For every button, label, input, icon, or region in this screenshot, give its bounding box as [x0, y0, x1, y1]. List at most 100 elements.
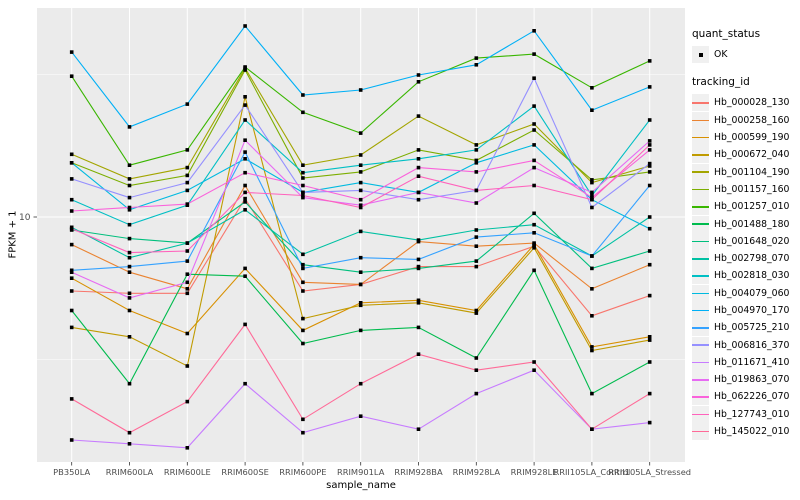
data-point [301, 328, 305, 333]
data-point [127, 264, 132, 269]
data-point [590, 197, 594, 202]
series-color-swatch [692, 206, 709, 208]
data-point [69, 152, 74, 157]
data-point [647, 338, 652, 342]
data-point [474, 158, 479, 163]
data-point [358, 229, 363, 234]
x-tick-label: RRIM928LA [453, 467, 501, 477]
legend-key-box [692, 180, 709, 198]
legend-key-box [692, 353, 709, 371]
data-point [532, 104, 536, 108]
data-point [416, 325, 421, 330]
data-point [647, 85, 652, 89]
data-point [69, 74, 74, 78]
data-point [127, 430, 132, 435]
data-point [590, 254, 594, 258]
legend-item-label: Hb_001157_160 [714, 183, 790, 195]
legend-key-box [692, 302, 709, 319]
data-point [647, 391, 652, 396]
data-point [358, 153, 363, 157]
legend-item-tracking-id: Hb_001648_020 [692, 232, 800, 250]
data-point [474, 368, 479, 372]
legend-item-label: Hb_001488_180 [714, 218, 790, 230]
legend-item-tracking-id: Hb_001104_190 [692, 163, 800, 181]
series-color-swatch [692, 102, 709, 104]
data-point [301, 190, 305, 195]
legend-key-box [692, 319, 709, 337]
legend-item-label: Hb_001104_190 [714, 166, 790, 178]
legend-item-label: Hb_002818_030 [714, 270, 790, 282]
data-point [647, 262, 652, 267]
legend-item-tracking-id: Hb_000672_040 [692, 146, 800, 164]
legend-key-box [692, 388, 709, 406]
data-point [127, 255, 132, 260]
legend-item-tracking-id: Hb_000599_190 [692, 129, 800, 147]
legend-tracking-id-title: tracking_id [692, 76, 750, 89]
x-tick-label: RRIM928BA [394, 467, 443, 477]
data-point [532, 211, 536, 216]
y-tick-label: 10 [19, 213, 31, 223]
data-point [590, 180, 594, 185]
data-point [185, 202, 190, 206]
data-point [301, 289, 305, 293]
data-point [301, 183, 305, 188]
legend-item-label: Hb_127743_010 [714, 408, 790, 420]
data-point [127, 222, 132, 227]
data-point [416, 257, 421, 262]
series-color-swatch [692, 275, 709, 277]
data-point [243, 190, 247, 195]
legend-item-label: Hb_001257_010 [714, 201, 790, 213]
legend-item-label: Hb_011671_410 [714, 356, 790, 368]
data-point [185, 148, 190, 152]
data-point [416, 427, 421, 431]
data-point [127, 250, 132, 255]
data-point [301, 266, 305, 271]
data-point [590, 205, 594, 210]
data-point [358, 170, 363, 174]
data-point [185, 188, 190, 193]
series-color-swatch [692, 413, 709, 416]
data-point [358, 88, 363, 92]
legend-item-tracking-id: Hb_004970_170 [692, 302, 800, 319]
data-point [590, 266, 594, 271]
series-color-swatch [692, 188, 709, 191]
data-point [532, 76, 536, 80]
data-point [301, 163, 305, 167]
data-point [532, 52, 536, 56]
data-point [590, 178, 594, 182]
legend-item-label: Hb_000028_130 [714, 97, 790, 109]
data-point [69, 226, 74, 231]
data-point [590, 345, 594, 349]
data-point [358, 282, 363, 287]
data-point [647, 183, 652, 188]
series-color-swatch [692, 257, 709, 260]
data-point [358, 180, 363, 185]
series-color-swatch [692, 327, 709, 329]
data-point [301, 252, 305, 257]
data-point [127, 442, 132, 446]
legend-key-box [692, 129, 709, 147]
data-point [243, 274, 247, 278]
data-point [69, 270, 74, 274]
x-tick-label: RRIM600SE [221, 467, 268, 477]
data-point [474, 259, 479, 263]
data-point [532, 368, 536, 372]
data-point [416, 298, 421, 303]
data-point [416, 266, 421, 271]
legend-item-label: OK [714, 49, 728, 61]
data-point [127, 296, 132, 300]
data-point [416, 165, 421, 170]
data-point [185, 259, 190, 263]
legend-item-label: Hb_001648_020 [714, 235, 790, 247]
legend-item-tracking-id: Hb_006816_370 [692, 336, 800, 354]
data-point [243, 157, 247, 161]
data-point [243, 170, 247, 175]
legend-key-box [692, 267, 709, 285]
data-point [243, 266, 247, 271]
data-point [358, 255, 363, 260]
data-point [590, 190, 594, 195]
data-point [301, 170, 305, 175]
data-point [647, 226, 652, 231]
x-tick-label: RRIM928LE [511, 467, 558, 477]
